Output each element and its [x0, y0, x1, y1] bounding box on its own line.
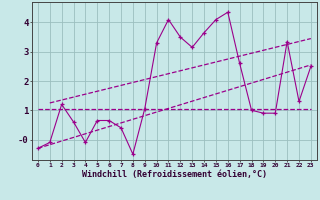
X-axis label: Windchill (Refroidissement éolien,°C): Windchill (Refroidissement éolien,°C): [82, 170, 267, 179]
